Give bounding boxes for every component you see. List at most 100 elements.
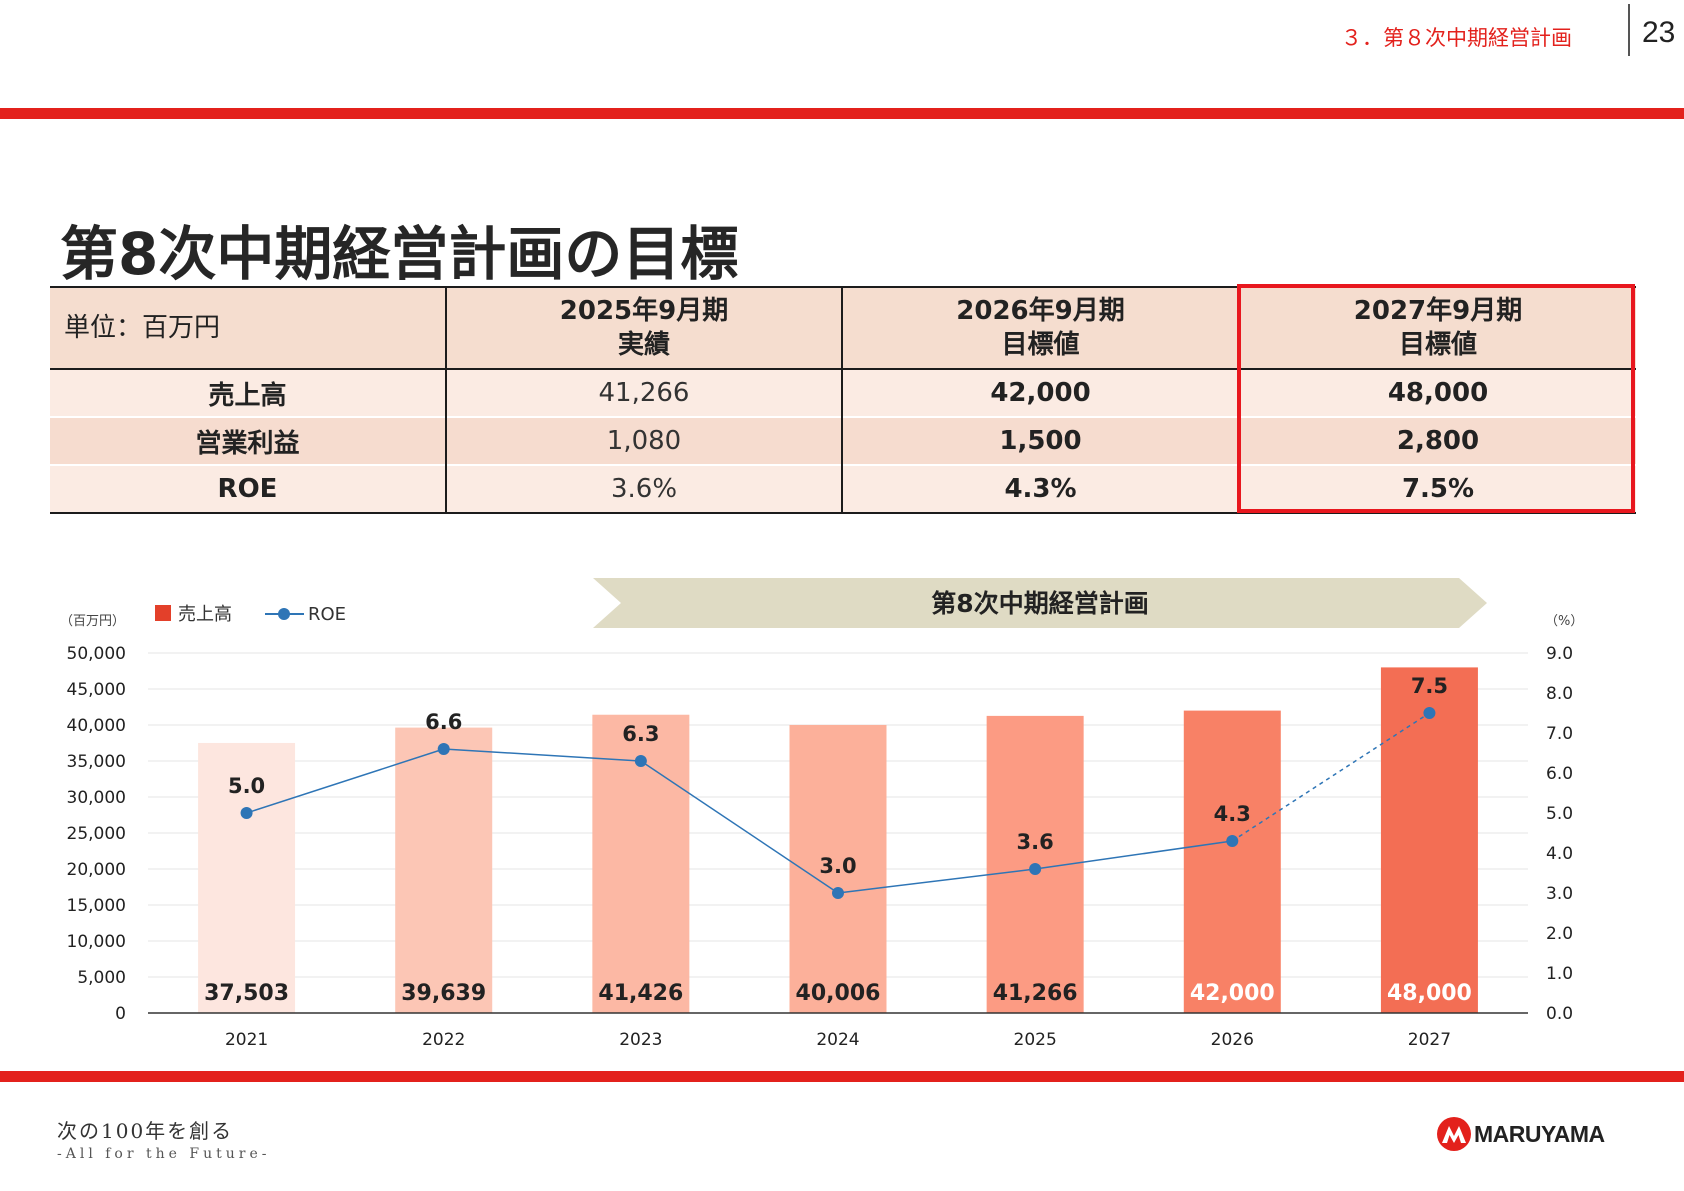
right-axis-tick-label: 0.0 (1546, 1004, 1573, 1024)
row-label: 営業利益 (50, 417, 447, 465)
actual-value: 3.6% (446, 465, 843, 513)
legend-swatch-roe-marker (278, 608, 290, 620)
header-divider (1628, 4, 1630, 56)
target-value: 7.5% (1401, 474, 1475, 504)
left-axis-tick-label: 25,000 (67, 824, 126, 844)
right-axis-unit: （%） (1545, 614, 1583, 629)
column-period: 2025年9月期 (559, 296, 729, 326)
row-label: 売上高 (50, 369, 447, 417)
roe-line-segment (837, 868, 1036, 894)
roe-data-label: 3.0 (819, 854, 856, 878)
right-axis-tick-label: 5.0 (1546, 804, 1573, 824)
row-label: ROE (50, 465, 447, 513)
roe-data-label: 6.3 (622, 722, 659, 746)
left-axis-tick-label: 5,000 (77, 968, 126, 988)
right-axis-tick-label: 2.0 (1546, 924, 1573, 944)
legend-label-sales: 売上高 (178, 604, 232, 625)
x-axis-labels: 2021 2022 2023 2024 2025 2026 2027 (225, 1030, 1451, 1050)
x-axis-tick-label: 2022 (422, 1030, 465, 1050)
roe-line-segment (1035, 840, 1233, 870)
slogan-english: -All for the Future- (57, 1146, 271, 1162)
company-slogan: 次の100年を創る -All for the Future- (57, 1115, 270, 1162)
table-row: ROE 3.6% 4.3% 7.5% (50, 465, 1636, 513)
plan-banner (593, 578, 1487, 628)
page-number: 23 (1642, 16, 1676, 49)
target-value: 4.3% (842, 465, 1240, 513)
right-axis-tick-label: 3.0 (1546, 884, 1573, 904)
sales-data-label: 42,000 (1190, 981, 1275, 1006)
x-axis-tick-label: 2025 (1014, 1030, 1057, 1050)
company-logo: MARUYAMA (1436, 1116, 1605, 1152)
right-axis-ticks: 0.0 1.0 2.0 3.0 4.0 5.0 6.0 7.0 8.0 9.0 (1546, 644, 1573, 1024)
roe-point (832, 887, 844, 899)
column-header: 2027年9月期 目標値 (1239, 287, 1636, 369)
target-value: 48,000 (1387, 378, 1489, 408)
plan-banner-text: 第8次中期経営計画 (931, 589, 1148, 618)
x-axis-tick-label: 2021 (225, 1030, 268, 1050)
column-kind: 目標値 (1398, 330, 1477, 360)
page-title: 第8次中期経営計画の目標 (60, 219, 739, 288)
column-period: 2026年9月期 (956, 296, 1125, 326)
legend-label-roe: ROE (308, 604, 346, 625)
left-axis-tick-label: 30,000 (67, 788, 126, 808)
sales-bar (198, 742, 296, 1013)
column-header: 2026年9月期 目標値 (842, 287, 1240, 369)
column-period: 2027年9月期 (1353, 296, 1523, 326)
left-axis-tick-label: 45,000 (67, 680, 126, 700)
table-row: 売上高 41,266 42,000 48,000 (50, 369, 1636, 417)
sales-roe-chart: 第8次中期経営計画 （百万円） （%） 売上高 ROE 0 5,000 10,000… (60, 578, 1583, 1050)
right-axis-tick-label: 4.0 (1546, 844, 1573, 864)
roe-line-segment (640, 760, 839, 894)
left-axis-ticks: 0 5,000 10,000 15,000 20,000 25,000 30,000 35,0… (67, 644, 126, 1024)
right-axis-tick-label: 6.0 (1546, 764, 1573, 784)
section-label: ３．第８次中期経営計画 (1341, 26, 1572, 50)
column-kind: 実績 (617, 330, 670, 360)
chart-legend: 売上高 ROE (155, 604, 346, 625)
bottom-accent-bar (0, 1071, 1684, 1082)
maruyama-logo-icon (1437, 1117, 1471, 1151)
sales-data-label: 41,266 (993, 981, 1078, 1006)
legend-swatch-sales (155, 605, 171, 621)
right-axis-tick-label: 1.0 (1546, 964, 1573, 984)
left-axis-tick-label: 20,000 (67, 860, 126, 880)
x-axis-tick-label: 2023 (619, 1030, 662, 1050)
column-header: 2025年9月期 実績 (446, 287, 843, 369)
roe-data-label: 3.6 (1017, 830, 1054, 854)
left-axis-tick-label: 50,000 (67, 644, 126, 664)
sales-data-label: 40,006 (796, 981, 881, 1006)
highlight-frame (1237, 284, 1635, 513)
roe-point (240, 807, 253, 819)
roe-data-label: 7.5 (1411, 674, 1448, 698)
actual-value: 41,266 (446, 369, 843, 417)
left-axis-tick-label: 15,000 (67, 896, 126, 916)
left-axis-unit: （百万円） (60, 614, 125, 629)
slogan-japanese: 次の100年を創る (57, 1119, 234, 1143)
sales-data-label: 48,000 (1387, 981, 1472, 1006)
left-axis-tick-label: 40,000 (67, 716, 126, 736)
table-row: 営業利益 1,080 1,500 2,800 (50, 417, 1636, 465)
target-value: 2,800 (1396, 426, 1480, 456)
right-axis-tick-label: 7.0 (1546, 724, 1573, 744)
roe-data-label: 4.3 (1214, 802, 1251, 826)
left-axis-tick-label: 10,000 (67, 932, 126, 952)
sales-bars: 37,503 39,639 41,426 40,006 41,266 42,000 48,0… (198, 667, 1478, 1013)
sales-data-label: 41,426 (598, 981, 683, 1006)
column-kind: 目標値 (1001, 330, 1080, 360)
roe-point (1423, 707, 1436, 719)
sales-bar (789, 724, 887, 1013)
roe-point (437, 743, 450, 755)
x-axis-tick-label: 2027 (1408, 1030, 1451, 1050)
logo-wordmark: MARUYAMA (1474, 1120, 1605, 1147)
roe-data-label: 6.6 (425, 710, 462, 734)
roe-point (634, 755, 647, 767)
sales-bar (1380, 667, 1478, 1013)
roe-point (1226, 835, 1239, 847)
roe-line-series: 5.0 6.6 6.3 3.0 3.6 4.3 7.5 (228, 674, 1448, 899)
target-value: 42,000 (842, 369, 1240, 417)
sales-data-label: 39,639 (401, 981, 486, 1006)
actual-value: 1,080 (446, 417, 843, 465)
roe-data-label: 5.0 (228, 774, 265, 798)
left-axis-tick-label: 0 (115, 1004, 126, 1024)
sales-bar (395, 727, 493, 1013)
unit-label: 単位：百万円 (50, 287, 447, 369)
